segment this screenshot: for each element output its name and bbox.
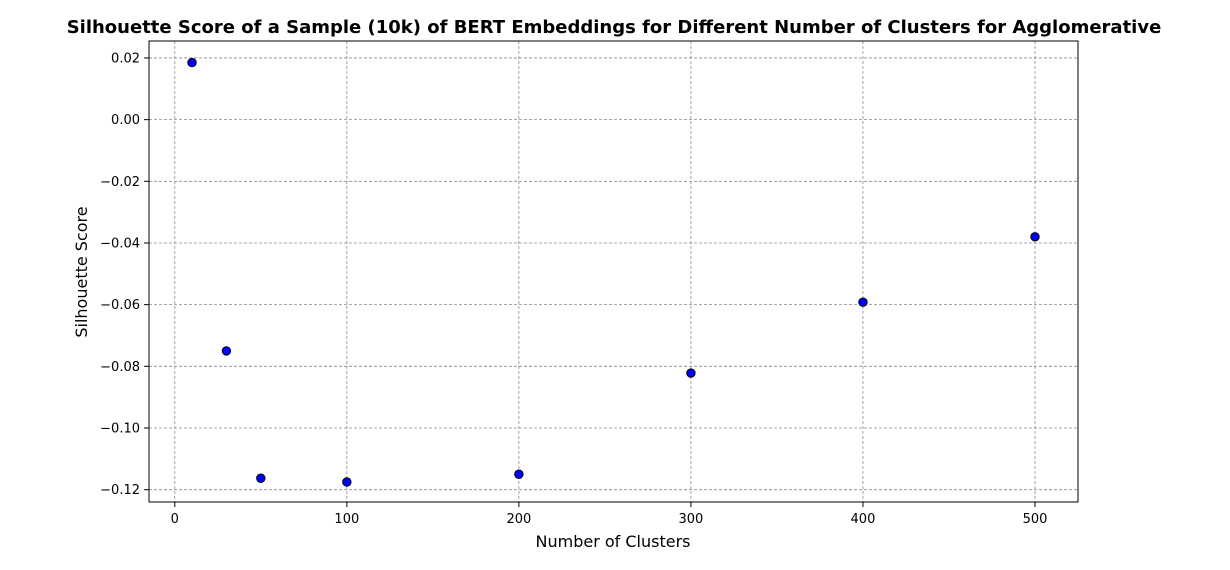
x-tick-label: 300: [679, 512, 704, 527]
data-point: [221, 346, 232, 356]
plot-frame: [148, 40, 1079, 503]
x-tick-label: 0: [171, 512, 179, 527]
x-tick-label: 500: [1023, 512, 1048, 527]
y-tick-label: 0.00: [111, 113, 140, 128]
y-tick-label: −0.04: [100, 236, 140, 251]
points-layer: [187, 57, 1040, 487]
y-tick-label: −0.10: [100, 421, 140, 436]
y-tick-label: −0.12: [100, 483, 140, 498]
data-point: [514, 469, 524, 479]
y-tick-label: −0.02: [100, 175, 140, 190]
data-point: [1030, 232, 1040, 242]
data-point: [686, 368, 696, 378]
data-point: [187, 57, 197, 68]
x-tick-label: 400: [851, 512, 876, 527]
data-point: [858, 297, 868, 307]
ticks-layer: 0 100 200 300 400 500 0.02 0.00 −0.02 −0.04 −0.06 −…: [100, 51, 1047, 527]
grid-layer: [149, 41, 1078, 502]
y-tick-label: −0.06: [100, 298, 140, 313]
data-point: [342, 477, 352, 487]
data-point: [256, 473, 266, 483]
x-axis-label: Number of Clusters: [536, 532, 691, 551]
chart-title: Silhouette Score of a Sample (10k) of BE…: [67, 17, 1162, 38]
y-tick-label: 0.02: [111, 51, 140, 66]
y-tick-label: −0.08: [100, 360, 140, 375]
y-axis-label: Silhouette Score: [72, 206, 91, 337]
x-tick-label: 200: [506, 512, 531, 527]
x-tick-label: 100: [334, 512, 359, 527]
